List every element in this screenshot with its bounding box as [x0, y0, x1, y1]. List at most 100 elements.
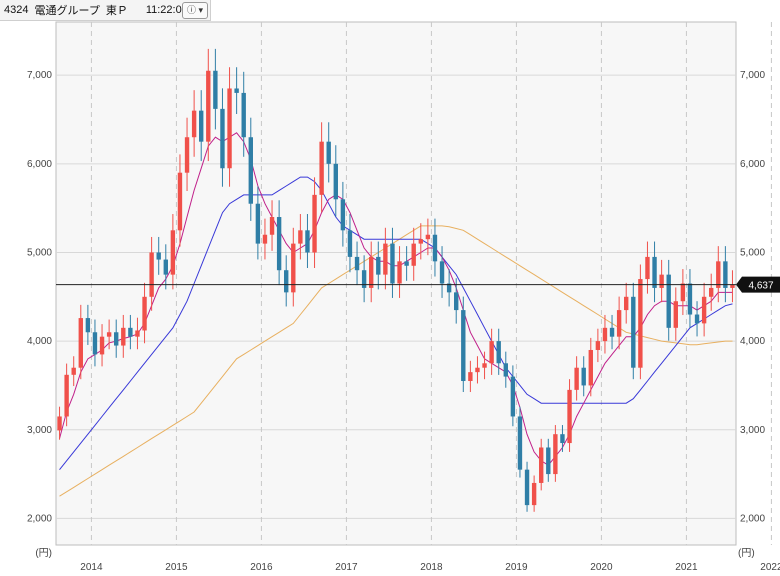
- candle-body: [595, 341, 601, 350]
- candle-body: [142, 296, 147, 331]
- candle: [461, 296, 466, 393]
- y-tick-label-right: 3,000: [740, 425, 765, 436]
- candle-body: [92, 332, 98, 355]
- candle: [177, 154, 183, 247]
- candle-body: [57, 416, 62, 431]
- candle-body: [163, 259, 168, 275]
- candle: [425, 218, 431, 256]
- candle-body: [475, 367, 480, 373]
- candle-body: [276, 217, 282, 271]
- candle: [546, 438, 551, 482]
- candle-body: [149, 252, 154, 297]
- candle-body: [326, 141, 331, 164]
- market-label: 東Ｐ: [105, 5, 128, 17]
- candle: [659, 259, 664, 303]
- candle: [439, 246, 445, 298]
- candle: [156, 236, 161, 275]
- candle: [99, 324, 105, 367]
- candle-body: [227, 88, 232, 169]
- x-tick-label: 2019: [505, 562, 528, 573]
- current-price-label: 4,637: [748, 281, 773, 292]
- candle: [305, 214, 310, 268]
- candle: [694, 301, 700, 337]
- x-tick-label: 2015: [165, 562, 188, 573]
- candle-body: [503, 363, 508, 377]
- candle: [312, 177, 317, 268]
- y-tick-label-right: 2,000: [740, 513, 765, 524]
- candle: [149, 236, 154, 311]
- candle-body: [255, 203, 261, 244]
- candle: [170, 214, 176, 290]
- candle-body: [369, 256, 374, 288]
- candle-body: [616, 310, 622, 337]
- candle: [631, 282, 636, 380]
- candle: [269, 200, 275, 251]
- candle-body: [411, 243, 416, 266]
- candle: [92, 319, 98, 367]
- x-tick-label: 2017: [335, 562, 358, 573]
- candle-body: [425, 234, 431, 240]
- info-icon: ⓘ ▾: [186, 5, 204, 15]
- candle: [709, 273, 714, 311]
- candle-body: [418, 239, 423, 244]
- candle-body: [78, 318, 83, 368]
- candle-body: [85, 318, 91, 333]
- candle: [609, 314, 615, 350]
- candle-body: [383, 243, 388, 275]
- candle: [354, 241, 360, 286]
- candle: [114, 319, 119, 358]
- candle-body: [135, 330, 140, 337]
- candle: [510, 365, 516, 427]
- candle-body: [446, 283, 452, 293]
- candle: [701, 282, 707, 337]
- candle: [227, 67, 232, 187]
- candle-body: [390, 243, 395, 284]
- candle: [369, 241, 374, 303]
- candle: [716, 246, 721, 303]
- candle: [262, 218, 268, 260]
- candle-body: [553, 434, 558, 475]
- candle: [220, 88, 225, 187]
- candle-body: [645, 256, 650, 280]
- candles: [57, 48, 735, 512]
- candle: [496, 328, 501, 375]
- candle-body: [730, 284, 735, 288]
- candle-body: [659, 274, 664, 288]
- y-tick-label-right: 6,000: [740, 159, 765, 170]
- candle-body: [716, 261, 721, 288]
- candle: [730, 270, 735, 303]
- candle: [340, 181, 346, 247]
- y-tick-label-left: 3,000: [27, 425, 52, 436]
- candle-body: [213, 70, 218, 109]
- x-tick-label: 2016: [250, 562, 273, 573]
- candle-body: [666, 274, 671, 328]
- candle-body: [220, 108, 225, 169]
- company-name: 電通グループ: [34, 5, 100, 17]
- x-tick-label: 2022: [760, 562, 780, 573]
- candle-body: [404, 261, 409, 266]
- candle-body: [524, 469, 530, 506]
- candle: [276, 200, 282, 286]
- candle-body: [468, 372, 473, 382]
- candle: [411, 227, 416, 281]
- candle: [85, 304, 91, 345]
- info-menu-button[interactable]: ⓘ ▾: [182, 2, 208, 19]
- y-tick-label-right: 5,000: [740, 247, 765, 258]
- candle-body: [340, 199, 346, 231]
- candle: [418, 223, 423, 260]
- x-tick-label: 2014: [80, 562, 103, 573]
- candle: [71, 356, 76, 387]
- candle: [184, 117, 190, 191]
- candle: [376, 241, 381, 290]
- candle-body: [121, 327, 126, 346]
- candle-body: [248, 137, 253, 204]
- candle: [326, 122, 331, 183]
- candle-body: [496, 341, 501, 364]
- candle-body: [602, 327, 608, 342]
- candle: [503, 351, 508, 388]
- y-tick-label-left: 5,000: [27, 247, 52, 258]
- candle-body: [531, 482, 537, 506]
- candle: [78, 304, 83, 380]
- candle: [291, 227, 296, 307]
